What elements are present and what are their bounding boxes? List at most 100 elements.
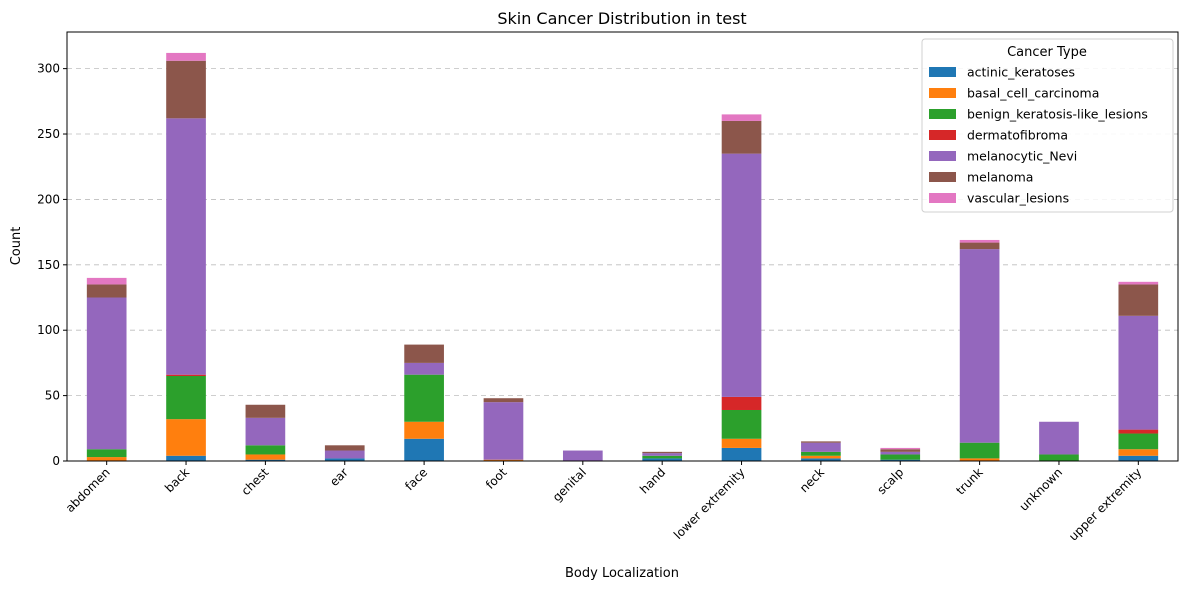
- bar-segment-basal_cell_carcinoma-face: [404, 421, 444, 439]
- bar-segment-vascular_lesions-upper-extremity: [1118, 281, 1159, 285]
- bar-segment-actinic_keratoses-upper-extremity: [1118, 455, 1159, 461]
- bar-segment-melanocytic_Nevi-abdomen: [86, 297, 127, 450]
- bar-segment-benign_keratosis-like_lesions-unknown: [1039, 454, 1079, 461]
- bar-segment-basal_cell_carcinoma-chest: [245, 454, 286, 460]
- chart-title: Skin Cancer Distribution in test: [497, 9, 746, 28]
- bar-segment-benign_keratosis-like_lesions-neck: [801, 451, 841, 456]
- bar-segment-basal_cell_carcinoma-upper-extremity: [1118, 449, 1159, 456]
- x-tick-label: back: [162, 465, 192, 495]
- bar-segment-dermatofibroma-back: [166, 374, 206, 376]
- bar-segment-vascular_lesions-lower-extremity: [721, 114, 762, 121]
- bar-segment-melanoma-ear: [324, 445, 365, 451]
- bar-segment-basal_cell_carcinoma-lower-extremity: [721, 438, 762, 448]
- bar-segment-melanocytic_Nevi-lower-extremity: [721, 153, 762, 397]
- bar-segment-benign_keratosis-like_lesions-hand: [642, 455, 683, 459]
- y-tick-label: 300: [37, 62, 60, 76]
- y-tick-label: 200: [37, 192, 60, 206]
- legend-swatch: [929, 67, 956, 77]
- bar-segment-melanoma-foot: [483, 398, 524, 403]
- bar-segment-actinic_keratoses-back: [166, 455, 206, 461]
- x-tick-label: genital: [550, 465, 589, 504]
- bar-segment-actinic_keratoses-hand: [642, 458, 683, 461]
- bar-segment-actinic_keratoses-ear: [324, 458, 365, 461]
- x-tick-label: trunk: [953, 465, 985, 497]
- x-tick-label: scalp: [874, 465, 906, 497]
- bar-segment-melanocytic_Nevi-back: [166, 118, 206, 375]
- legend-item-label: dermatofibroma: [967, 128, 1068, 143]
- bar-segment-melanoma-chest: [245, 404, 286, 418]
- bar-segment-melanocytic_Nevi-scalp: [880, 451, 921, 455]
- x-tick-label: ear: [327, 465, 351, 489]
- legend: Cancer Type actinic_keratoses basal_cell_…: [921, 38, 1174, 213]
- bar-segment-benign_keratosis-like_lesions-upper-extremity: [1118, 433, 1159, 450]
- bar-segment-basal_cell_carcinoma-trunk: [959, 458, 1000, 461]
- bar-segment-melanoma-scalp: [880, 449, 921, 452]
- bar-segment-melanocytic_Nevi-neck: [801, 442, 841, 452]
- x-axis: abdomen back chest ear face foot genital hand lo…: [63, 461, 1144, 544]
- x-tick-label: abdomen: [63, 465, 113, 515]
- y-tick-label: 0: [52, 454, 60, 468]
- bar-segment-actinic_keratoses-face: [404, 438, 444, 461]
- bar-segment-benign_keratosis-like_lesions-face: [404, 374, 444, 422]
- legend-box: [921, 38, 1174, 213]
- bar-segment-benign_keratosis-like_lesions-abdomen: [86, 449, 127, 458]
- x-tick-label: foot: [483, 465, 510, 492]
- bar-segment-melanocytic_Nevi-face: [404, 362, 444, 375]
- y-tick-label: 250: [37, 127, 60, 141]
- legend-swatch: [929, 109, 956, 119]
- bar-segment-melanocytic_Nevi-ear: [324, 450, 365, 459]
- x-tick-label: face: [402, 465, 430, 493]
- bar-segment-dermatofibroma-lower-extremity: [721, 396, 762, 410]
- bar-segment-benign_keratosis-like_lesions-trunk: [959, 442, 1000, 459]
- bars: [86, 52, 1159, 461]
- y-tick-label: 150: [37, 258, 60, 272]
- plot-frame: [66, 31, 1179, 462]
- bar-segment-melanoma-back: [166, 60, 206, 119]
- x-tick-label: neck: [797, 465, 827, 495]
- bar-segment-vascular_lesions-trunk: [959, 239, 1000, 243]
- bar-segment-basal_cell_carcinoma-neck: [801, 455, 841, 459]
- bar-segment-benign_keratosis-like_lesions-chest: [245, 445, 286, 455]
- legend-item-label: basal_cell_carcinoma: [967, 86, 1099, 101]
- legend-item-label: benign_keratosis-like_lesions: [967, 107, 1148, 122]
- legend-swatch: [929, 88, 956, 98]
- bar-segment-dermatofibroma-upper-extremity: [1118, 429, 1159, 434]
- bar-segment-melanocytic_Nevi-foot: [483, 402, 524, 460]
- bar-segment-vascular_lesions-back: [166, 52, 206, 61]
- bar-segment-vascular_lesions-abdomen: [86, 277, 127, 285]
- bar-segment-benign_keratosis-like_lesions-back: [166, 375, 206, 420]
- legend-swatch: [929, 172, 956, 182]
- bar-segment-melanocytic_Nevi-hand: [642, 453, 683, 456]
- y-tick-label: 50: [45, 389, 60, 403]
- bar-segment-melanocytic_Nevi-unknown: [1039, 421, 1079, 455]
- bar-segment-benign_keratosis-like_lesions-lower-extremity: [721, 409, 762, 439]
- bar-segment-basal_cell_carcinoma-abdomen: [86, 457, 127, 461]
- legend-title: Cancer Type: [1007, 45, 1087, 60]
- bar-segment-actinic_keratoses-scalp: [880, 459, 921, 461]
- y-axis-label: Count: [9, 227, 24, 266]
- bar-segment-actinic_keratoses-neck: [801, 458, 841, 461]
- bar-segment-melanoma-abdomen: [86, 284, 127, 298]
- legend-swatch: [929, 151, 956, 161]
- bar-segment-melanocytic_Nevi-chest: [245, 417, 286, 446]
- bar-segment-melanocytic_Nevi-trunk: [959, 249, 1000, 443]
- bar-segment-actinic_keratoses-lower-extremity: [721, 447, 762, 461]
- legend-item-label: vascular_lesions: [967, 191, 1069, 206]
- legend-item-label: melanoma: [967, 170, 1033, 185]
- x-tick-label: lower extremity: [671, 465, 748, 542]
- bar-segment-actinic_keratoses-chest: [245, 459, 286, 461]
- legend-swatch: [929, 193, 956, 203]
- y-axis: 0 50 100 150 200 250 300: [37, 62, 67, 468]
- x-tick-label: hand: [637, 465, 668, 496]
- legend-swatch: [929, 130, 956, 140]
- x-tick-label: chest: [239, 465, 272, 498]
- bar-segment-basal_cell_carcinoma-back: [166, 419, 206, 456]
- bar-segment-melanoma-trunk: [959, 242, 1000, 250]
- bar-segment-vascular_lesions-scalp: [880, 447, 921, 450]
- x-tick-label: unknown: [1017, 465, 1065, 513]
- bar-segment-melanocytic_Nevi-upper-extremity: [1118, 315, 1159, 430]
- bar-segment-melanoma-neck: [801, 441, 841, 443]
- bar-segment-melanoma-hand: [642, 451, 683, 454]
- bar-segment-basal_cell_carcinoma-foot: [483, 459, 524, 461]
- bar-segment-benign_keratosis-like_lesions-scalp: [880, 454, 921, 460]
